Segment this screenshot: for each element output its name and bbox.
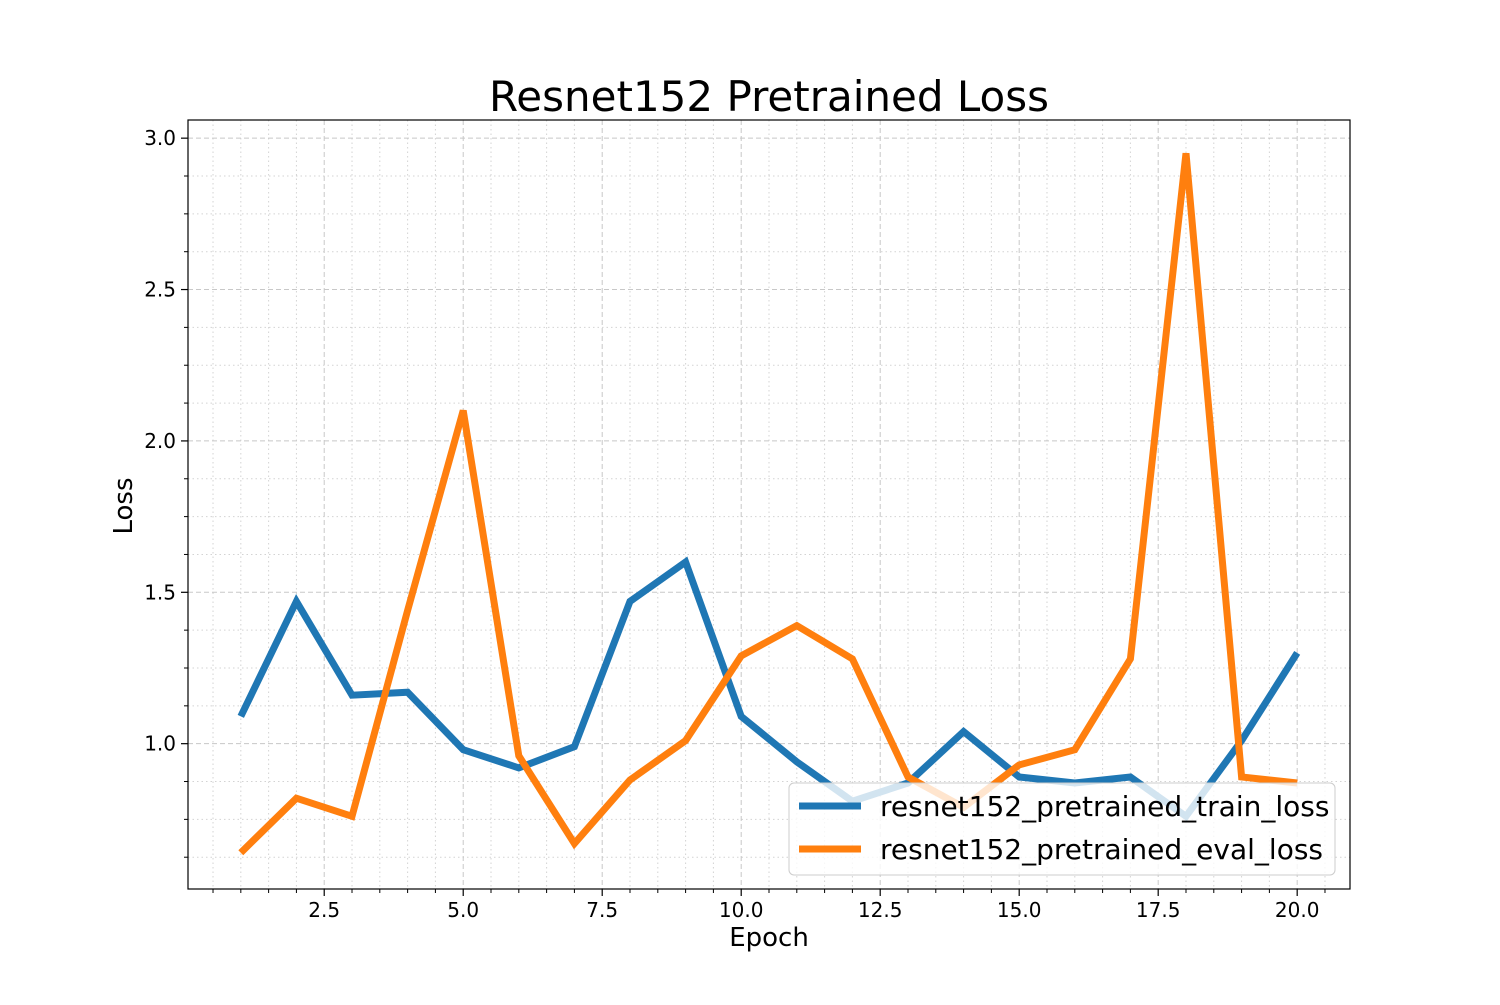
chart-legend: resnet152_pretrained_train_loss resnet152… <box>788 782 1336 876</box>
chart-title: Resnet152 Pretrained Loss <box>489 72 1049 121</box>
x-tick-label: 10.0 <box>719 898 764 922</box>
x-tick-label: 20.0 <box>1275 898 1320 922</box>
x-tick-label: 7.5 <box>586 898 618 922</box>
y-axis-label: Loss <box>109 477 139 534</box>
x-tick-label: 15.0 <box>997 898 1042 922</box>
y-tick-label: 2.5 <box>144 278 176 302</box>
x-tick-label: 17.5 <box>1136 898 1181 922</box>
x-tick-label: 5.0 <box>447 898 479 922</box>
legend-label: resnet152_pretrained_eval_loss <box>880 833 1323 866</box>
x-tick-label: 12.5 <box>858 898 903 922</box>
legend-box <box>788 782 1336 876</box>
x-tick-label: 2.5 <box>308 898 340 922</box>
legend-label: resnet152_pretrained_train_loss <box>880 790 1329 823</box>
y-tick-label: 1.5 <box>144 580 176 604</box>
y-tick-label: 2.0 <box>144 429 176 453</box>
x-axis-label: Epoch <box>729 923 809 953</box>
series-line-resnet152_pretrained_train_loss <box>237 556 1301 822</box>
series-line-resnet152_pretrained_eval_loss <box>238 152 1298 856</box>
y-tick-label: 3.0 <box>144 126 176 150</box>
y-tick-label: 1.0 <box>144 732 176 756</box>
